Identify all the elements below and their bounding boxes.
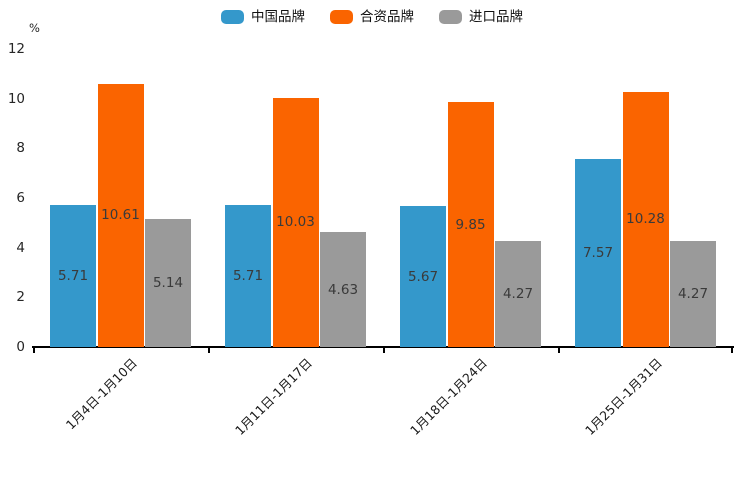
bar-value-label: 10.28 [626, 211, 665, 228]
x-axis-tick-mark [558, 347, 560, 353]
bar-value-label: 9.85 [455, 216, 486, 233]
bar-value-label: 4.27 [502, 285, 534, 302]
x-tick-label: 1月11日-1月17日 [232, 355, 316, 439]
bar-series1-group3: 5.67 [400, 206, 446, 347]
blue-series-swatch-icon [221, 10, 244, 24]
bar-series2-group1: 10.61 [97, 83, 144, 347]
bar-series1-group1: 5.71 [50, 205, 96, 347]
bar-series2-group3: 9.85 [447, 102, 494, 347]
y-tick-label: 4 [16, 239, 25, 256]
y-tick-label: 2 [16, 289, 25, 306]
x-tick-label: 1月18日-1月24日 [407, 355, 491, 439]
bar-value-label: 10.03 [276, 214, 315, 231]
bar-series3-group4: 4.27 [670, 240, 716, 347]
bar-series3-group1: 5.14 [145, 219, 191, 347]
bar-series1-group4: 7.57 [575, 159, 621, 347]
bar-value-label: 5.67 [407, 268, 439, 285]
bar-value-label: 4.27 [677, 285, 709, 302]
bar-value-label: 5.71 [232, 268, 264, 285]
bar-series2-group4: 10.28 [622, 91, 669, 347]
bar-value-label: 7.57 [582, 244, 614, 261]
y-axis-unit-label: % [29, 21, 40, 35]
y-tick-label: 6 [16, 190, 25, 206]
legend-item-label: 合资品牌 [360, 9, 414, 25]
x-tick-label: 1月25日-1月31日 [582, 355, 666, 439]
bar-value-label: 4.63 [327, 281, 359, 298]
gray-series-swatch-icon [439, 10, 462, 24]
bar-value-label: 5.71 [57, 268, 89, 285]
y-tick-label: 10 [7, 90, 25, 107]
bar-series3-group3: 4.27 [495, 240, 541, 347]
bar-value-label: 10.61 [101, 207, 140, 224]
orange-series-swatch-icon [330, 10, 353, 24]
x-tick-label: 1月4日-1月10日 [62, 355, 141, 433]
bar-series3-group2: 4.63 [320, 232, 366, 347]
x-axis-tick-mark [208, 347, 210, 353]
chart-legend: 中国品牌 合资品牌 进口品牌 [0, 9, 744, 25]
legend-item-1: 中国品牌 [221, 9, 305, 25]
bar-value-label: 5.14 [152, 275, 184, 292]
legend-item-label: 进口品牌 [469, 9, 523, 25]
x-axis-tick-mark [731, 347, 733, 353]
x-axis-tick-mark [383, 347, 385, 353]
x-axis-tick-mark [33, 347, 35, 353]
legend-item-3: 进口品牌 [439, 9, 523, 25]
bar-series1-group2: 5.71 [225, 205, 271, 347]
y-tick-label: 8 [16, 140, 25, 157]
legend-item-2: 合资品牌 [330, 9, 414, 25]
y-tick-label: 0 [16, 339, 25, 355]
legend-item-label: 中国品牌 [251, 9, 305, 25]
bar-series2-group2: 10.03 [272, 97, 319, 347]
y-tick-label: 12 [7, 41, 25, 57]
